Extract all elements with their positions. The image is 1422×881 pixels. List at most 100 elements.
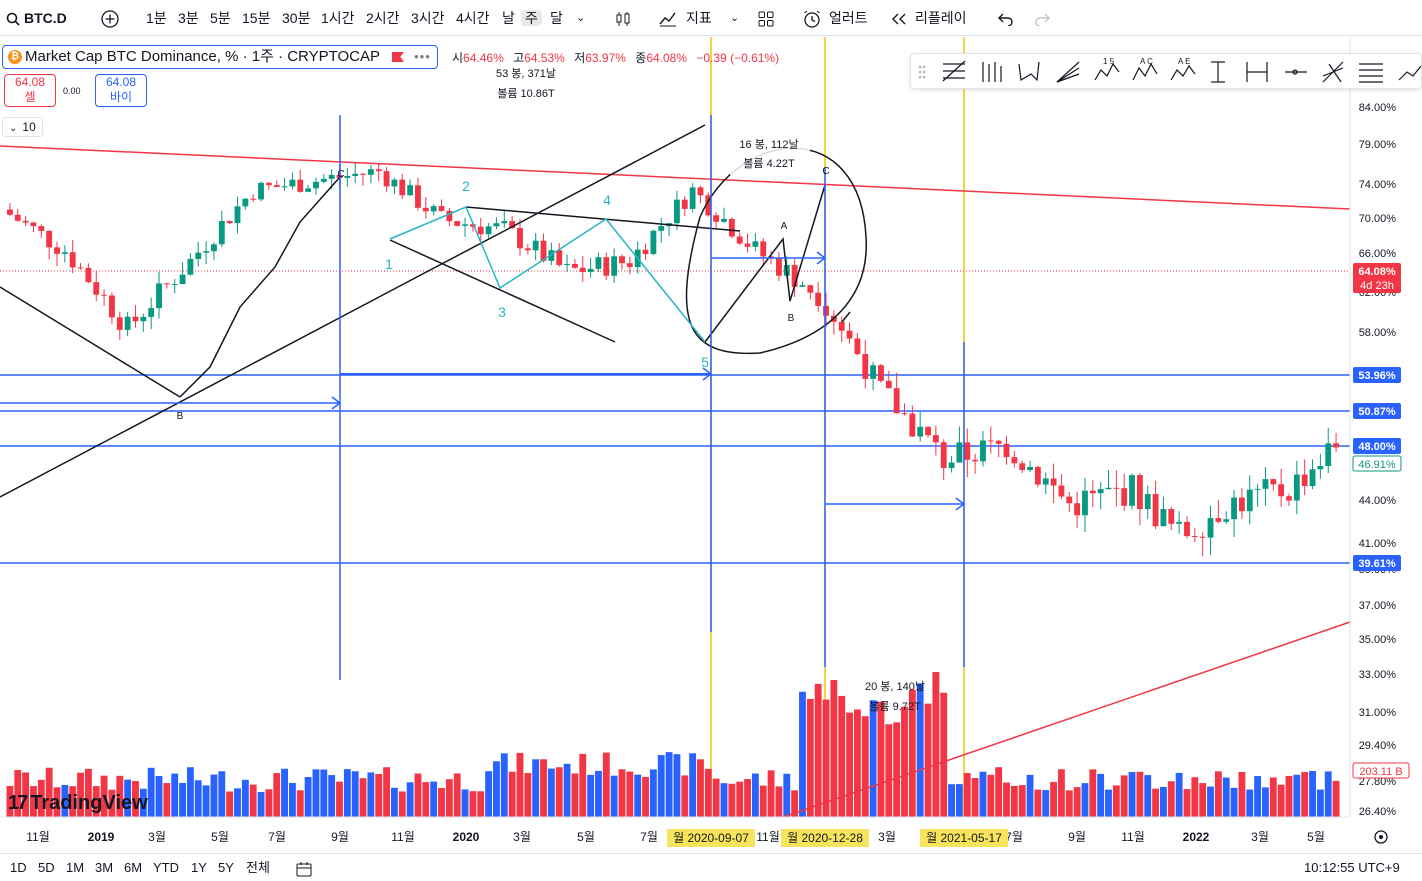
time-tick-label: 5월: [1307, 830, 1325, 844]
interval-3h[interactable]: 3시간: [411, 10, 445, 26]
range-5d[interactable]: 5D: [38, 860, 55, 875]
interval-15m[interactable]: 15분: [242, 10, 271, 26]
volume-bar: [336, 781, 343, 817]
volume-bar: [657, 755, 665, 817]
close-key: 종: [635, 51, 647, 65]
candle-body: [383, 171, 390, 187]
candle-body: [791, 265, 798, 287]
redo-icon[interactable]: [1034, 0, 1052, 36]
elliott-correction-icon[interactable]: A C: [1132, 57, 1158, 81]
price-chart[interactable]: 1 2 3 4 5 A B C B C 53 봉, 371날 볼륨 10.86T…: [0, 37, 1422, 853]
elliott-triangle-icon[interactable]: A E: [1170, 57, 1196, 81]
interval-30m[interactable]: 30분: [282, 10, 311, 26]
point-label-c: C: [337, 169, 344, 180]
buy-button[interactable]: 64.08 바이: [95, 74, 147, 107]
candle-body: [595, 257, 602, 269]
date-range-icon[interactable]: [1246, 62, 1268, 82]
replay-button[interactable]: 리플레이: [915, 10, 967, 26]
marker-value: 46.91%: [1358, 459, 1396, 471]
volume-bar: [642, 776, 649, 817]
volume-bar: [1144, 775, 1152, 817]
volume-bar: [218, 771, 226, 817]
horizontal-ray-icon[interactable]: [1285, 69, 1307, 75]
range-ytd[interactable]: YTD: [153, 860, 179, 875]
interval-month[interactable]: 달: [550, 10, 563, 26]
interval-1m[interactable]: 1분: [146, 10, 167, 26]
interval-3m[interactable]: 3분: [178, 10, 199, 26]
flag-icon[interactable]: [391, 52, 404, 63]
elliott-impulse-icon[interactable]: 1 5: [1094, 57, 1120, 81]
candle-type-icon[interactable]: [614, 0, 632, 36]
candle-body: [571, 263, 578, 268]
pitchfork-icon[interactable]: [982, 62, 1002, 82]
interval-dropdown-chevron-icon[interactable]: ⌄: [576, 12, 586, 24]
time-tick-label: 3월: [513, 830, 531, 844]
candle-body: [1309, 469, 1316, 487]
candle-body: [1238, 497, 1245, 512]
bottom-toolbar: 1D 5D 1M 3M 6M YTD 1Y 5Y 전체 10:12:55 UTC…: [0, 853, 1422, 881]
range-all[interactable]: 전체: [246, 860, 270, 875]
candle-body: [328, 174, 335, 179]
drag-handle-icon[interactable]: [918, 65, 926, 79]
range-1y[interactable]: 1Y: [191, 860, 207, 875]
interval-2h[interactable]: 2시간: [366, 10, 400, 26]
symbol-legend[interactable]: ₿ Market Cap BTC Dominance, % · 1주 · CRY…: [2, 45, 438, 69]
search-icon[interactable]: [6, 0, 20, 36]
date-range-calendar-icon[interactable]: [296, 854, 314, 881]
time-tick-label: 11월: [26, 830, 50, 844]
time-tick-label: 3월: [148, 830, 166, 844]
layout-grid-icon[interactable]: [757, 0, 775, 36]
text-lines-icon[interactable]: [1359, 63, 1383, 83]
clock-time[interactable]: 10:12:55 UTC+9: [1304, 860, 1400, 875]
candle-body: [1270, 479, 1277, 485]
volume-bar: [665, 752, 673, 817]
candle-body: [901, 413, 908, 415]
indicators-icon[interactable]: [658, 0, 678, 36]
interval-1h[interactable]: 1시간: [321, 10, 355, 26]
brush-icon[interactable]: [1322, 61, 1344, 83]
more-options-icon[interactable]: •••: [414, 49, 431, 64]
candle-body: [195, 252, 202, 259]
interval-day[interactable]: 날: [502, 10, 515, 26]
level-badge-label: 50.87%: [1358, 406, 1396, 418]
black-wedge-lower: [389, 239, 616, 343]
volume-bar: [147, 767, 155, 817]
fib-fan-icon[interactable]: [1056, 61, 1080, 83]
replay-rewind-icon[interactable]: [890, 0, 908, 36]
volume-bar: [1152, 788, 1160, 817]
interval-4h[interactable]: 4시간: [456, 10, 490, 26]
schiff-pitchfork-icon[interactable]: [1018, 61, 1040, 82]
volume-bar: [328, 775, 336, 817]
undo-icon[interactable]: [996, 0, 1014, 36]
interval-week[interactable]: 주: [521, 10, 542, 26]
symbol-name[interactable]: BTC.D: [24, 10, 67, 26]
alert-button[interactable]: 얼러트: [829, 10, 868, 26]
price-range-icon[interactable]: [1211, 61, 1225, 83]
volume-bar: [1254, 776, 1262, 817]
candle-body: [305, 188, 312, 192]
volume-bar: [100, 775, 108, 817]
range-note-1-volume: 볼륨 10.86T: [497, 87, 555, 100]
volume-bar: [689, 753, 697, 817]
range-6m[interactable]: 6M: [124, 860, 143, 875]
compare-add-icon[interactable]: [100, 0, 120, 36]
range-3m[interactable]: 3M: [95, 860, 114, 875]
interval-5m[interactable]: 5분: [210, 10, 231, 26]
price-tick-label: 33.00%: [1359, 669, 1397, 681]
range-5y[interactable]: 5Y: [218, 860, 234, 875]
alert-clock-icon[interactable]: [802, 0, 822, 36]
candle-body: [367, 169, 374, 175]
time-tick-label: 5월: [211, 830, 229, 844]
range-1d[interactable]: 1D: [10, 860, 27, 875]
forecast-icon[interactable]: [1398, 65, 1422, 81]
indicators-chevron-icon[interactable]: ⌄: [730, 12, 740, 24]
regression-trend-icon[interactable]: [942, 60, 966, 82]
range-1m[interactable]: 1M: [66, 860, 85, 875]
indicators-button[interactable]: 지표: [686, 10, 712, 26]
volume-indicator-legend[interactable]: ⌄ 10: [2, 117, 43, 137]
volume-bar: [1230, 787, 1238, 817]
axis-settings-icon[interactable]: [1374, 830, 1388, 844]
sell-button[interactable]: 64.08 셀: [4, 74, 56, 107]
volume-bar: [367, 772, 375, 817]
candle-body: [375, 169, 382, 172]
